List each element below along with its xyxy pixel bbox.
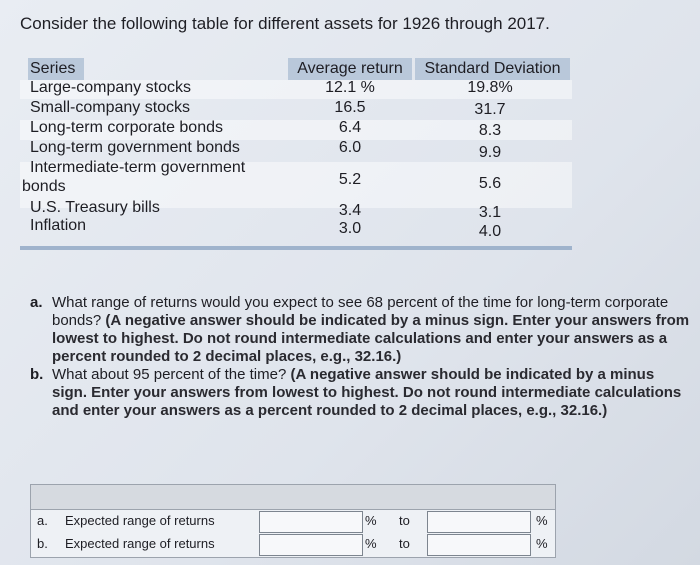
series-name: Long-term corporate bonds [30,119,223,136]
answer-header [31,485,555,510]
high-input[interactable] [427,534,531,556]
questions: a. What range of returns would you expec… [30,294,690,420]
average-return: 3.4 [338,202,362,219]
heading: Consider the following table for differe… [20,14,550,33]
row-stripe [20,80,572,99]
std-deviation: 5.6 [478,175,502,192]
std-deviation: 19.8% [467,79,513,96]
series-name: U.S. Treasury bills [30,199,160,216]
asset-table: Series Average return Standard Deviation… [20,58,572,250]
row-text: Expected range of returns [65,536,215,551]
average-return: 12.1 % [325,79,375,96]
question: a. What range of returns would you expec… [30,294,690,366]
header-cell: Standard Deviation [415,58,570,80]
row-label: b. [37,536,48,551]
std-deviation: 4.0 [478,223,502,240]
question-instruction: (A negative answer should be indicated b… [52,366,682,419]
low-input[interactable] [259,534,363,556]
average-return: 3.0 [338,220,362,237]
low-input[interactable] [259,511,363,533]
average-return: 6.0 [338,139,362,156]
row-text: Expected range of returns [65,513,215,528]
series-name: Intermediate-term government bonds [22,159,246,195]
answer-table: a. Expected range of returns % to % b. E… [30,484,556,558]
series-name: Long-term government bonds [30,139,240,156]
series-name: Large-company stocks [30,79,191,96]
header-cell: Average return [288,58,412,80]
unit: % [536,536,548,551]
average-return: 6.4 [338,119,362,136]
question-label: a. [30,294,43,311]
std-deviation: 31.7 [474,101,506,118]
question-instruction: (A negative answer should be indicated b… [52,312,690,365]
row-stripe [20,120,572,140]
question: b. What about 95 percent of the time? (A… [30,366,690,420]
std-deviation: 8.3 [478,122,502,139]
average-return: 5.2 [338,171,362,188]
separator: to [399,513,410,528]
average-return: 16.5 [334,99,366,116]
question-text: What range of returns would you expect t… [52,294,669,329]
question-label: b. [30,366,44,383]
row-label: a. [37,513,48,528]
header-cell: Series [28,58,84,80]
series-name: Inflation [30,217,87,234]
std-deviation: 3.1 [478,204,502,221]
header-text: Series [30,60,76,77]
separator: to [399,536,410,551]
unit: % [536,513,548,528]
row-stripe [20,162,572,208]
series-name: Small-company stocks [30,99,191,116]
high-input[interactable] [427,511,531,533]
question-text: What about 95 percent of the time? [52,366,287,383]
std-deviation: 9.9 [478,144,502,161]
unit: % [365,513,377,528]
unit: % [365,536,377,551]
